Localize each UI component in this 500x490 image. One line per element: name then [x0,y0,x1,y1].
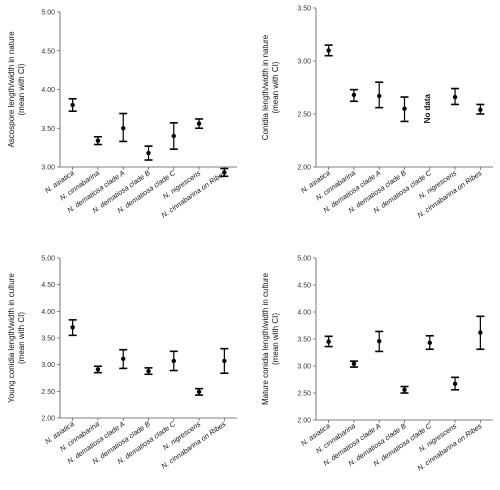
y-axis-label-line: Mature conidia length/width in culture [261,272,270,405]
mean-marker [171,358,176,364]
data-point [93,365,102,374]
y-tick-label: 5.00 [41,10,55,17]
data-point [144,367,153,376]
y-tick-label: 5.00 [41,256,55,263]
data-point [349,360,358,368]
mean-marker [70,325,75,330]
data-point [119,112,128,143]
y-tick-label: 3.00 [297,59,311,66]
mean-marker [351,92,357,98]
y-axis-label-line: (mean with CI) [17,312,26,364]
mean-marker [377,338,382,344]
mean-marker [326,48,331,53]
mean-marker [478,330,483,335]
mean-marker [196,121,202,126]
no-data-annotation: No data [423,93,432,123]
mean-marker [452,94,458,100]
y-tick-label: 2.50 [297,391,311,398]
y-tick-label: 5.00 [297,256,311,263]
y-axis-label-line: (mean with CI) [271,61,280,113]
data-point [375,330,384,353]
data-point [119,348,128,370]
y-axis-label-line: Young conidia length/width in culture [7,273,16,403]
chart-panel-2: 3.50 3.00 2.50 2.00 Conidia length/width in … [261,6,493,220]
y-tick-label: 2.00 [297,418,311,425]
y-tick-label: 3.00 [41,165,55,172]
data-point [169,350,178,372]
y-axis-label: Young conidia length/width in culture(me… [7,273,26,403]
data-point [68,98,77,112]
data-point [451,376,460,391]
mean-marker [402,106,407,111]
y-tick-label: 4.50 [297,283,311,290]
y-tick-label: 3.00 [297,364,311,371]
y-tick-label: 2.50 [297,112,311,119]
y-axis-label-line: (mean with CI) [17,63,26,115]
data-point [324,44,333,57]
y-axis-label: Ascospore length/width in nature(mean wi… [7,31,26,148]
mean-marker [171,133,176,139]
mean-marker [121,356,126,361]
data-point [220,347,229,375]
mean-marker [146,368,151,374]
data-point [476,103,485,115]
y-tick-label: 4.00 [41,87,55,94]
mean-marker [427,340,432,345]
data-point [476,315,485,351]
mean-marker [95,138,101,143]
data-point [425,334,434,351]
data-point [349,88,358,103]
y-tick-label: 3.50 [297,6,311,13]
y-axis-label: Conidia length/width in nature(mean with… [261,34,280,140]
y-tick-label: 2.50 [41,389,55,396]
chart-panel-3: 5.00 4.50 4.00 3.50 3.00 2.50 2.00 Young conidi… [7,256,237,471]
y-tick-label: 3.50 [41,126,55,133]
data-point [375,81,384,109]
chart-panel-1: 5.00 4.50 4.00 3.50 3.00 Ascospore length/wid… [7,10,237,220]
mean-marker [351,361,357,367]
mean-marker [146,150,151,156]
data-point [195,118,204,130]
data-point [400,96,409,123]
y-tick-label: 3.50 [41,336,55,343]
data-point [68,319,77,337]
y-tick-label: 4.00 [297,310,311,317]
y-tick-label: 2.00 [297,165,311,172]
y-tick-label: 3.00 [41,362,55,369]
chart-panel-4: 5.00 4.50 4.00 3.50 3.00 2.50 2.00 Mature conid… [261,256,493,473]
data-point [220,167,229,178]
y-axis-label-line: (mean with CI) [271,313,280,365]
mean-marker [326,339,331,344]
y-tick-label: 4.50 [41,282,55,289]
mean-marker [222,170,227,175]
mean-marker [121,126,126,131]
y-tick-label: 2.00 [41,416,55,423]
mean-marker [222,358,227,364]
mean-marker [377,93,382,99]
data-point [400,385,409,394]
mean-marker [95,367,101,372]
y-tick-label: 4.50 [41,48,55,55]
data-point [169,122,178,150]
mean-marker [478,107,483,112]
data-point [451,87,460,106]
mean-marker [70,102,75,108]
data-point [195,387,204,396]
y-axis-label-line: Ascospore length/width in nature [7,31,16,148]
y-tick-label: 4.00 [41,309,55,316]
y-axis-label: Mature conidia length/width in culture(m… [261,272,280,405]
data-point [93,135,102,146]
mean-marker [196,389,202,395]
data-point [324,335,333,348]
mean-marker [452,381,458,387]
data-point [144,145,153,161]
y-axis-label-line: Conidia length/width in nature [261,34,270,140]
y-tick-label: 3.50 [297,337,311,344]
mean-marker [402,387,407,392]
